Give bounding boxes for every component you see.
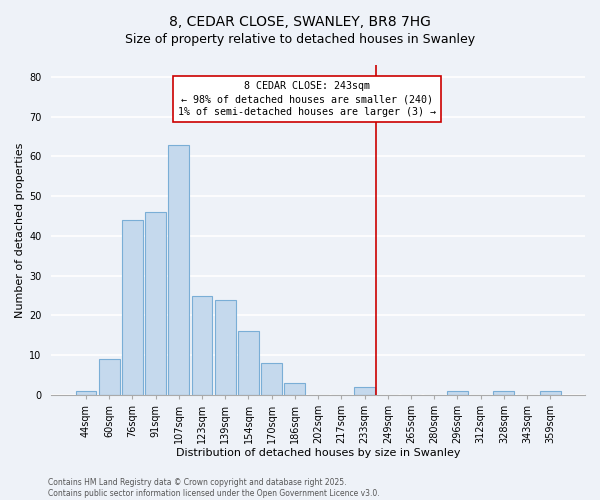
Text: 8, CEDAR CLOSE, SWANLEY, BR8 7HG: 8, CEDAR CLOSE, SWANLEY, BR8 7HG [169, 15, 431, 29]
Bar [122, 220, 143, 395]
Bar [169, 144, 189, 395]
Bar [354, 387, 375, 395]
Bar [447, 391, 468, 395]
Bar [540, 391, 561, 395]
Text: 8 CEDAR CLOSE: 243sqm
← 98% of detached houses are smaller (240)
1% of semi-deta: 8 CEDAR CLOSE: 243sqm ← 98% of detached … [178, 81, 436, 118]
Bar [191, 296, 212, 395]
Bar [76, 391, 97, 395]
Bar [145, 212, 166, 395]
Bar [284, 383, 305, 395]
Bar [261, 363, 282, 395]
X-axis label: Distribution of detached houses by size in Swanley: Distribution of detached houses by size … [176, 448, 460, 458]
Bar [215, 300, 236, 395]
Bar [238, 332, 259, 395]
Text: Size of property relative to detached houses in Swanley: Size of property relative to detached ho… [125, 32, 475, 46]
Text: Contains HM Land Registry data © Crown copyright and database right 2025.
Contai: Contains HM Land Registry data © Crown c… [48, 478, 380, 498]
Bar [99, 359, 119, 395]
Y-axis label: Number of detached properties: Number of detached properties [15, 142, 25, 318]
Bar [493, 391, 514, 395]
